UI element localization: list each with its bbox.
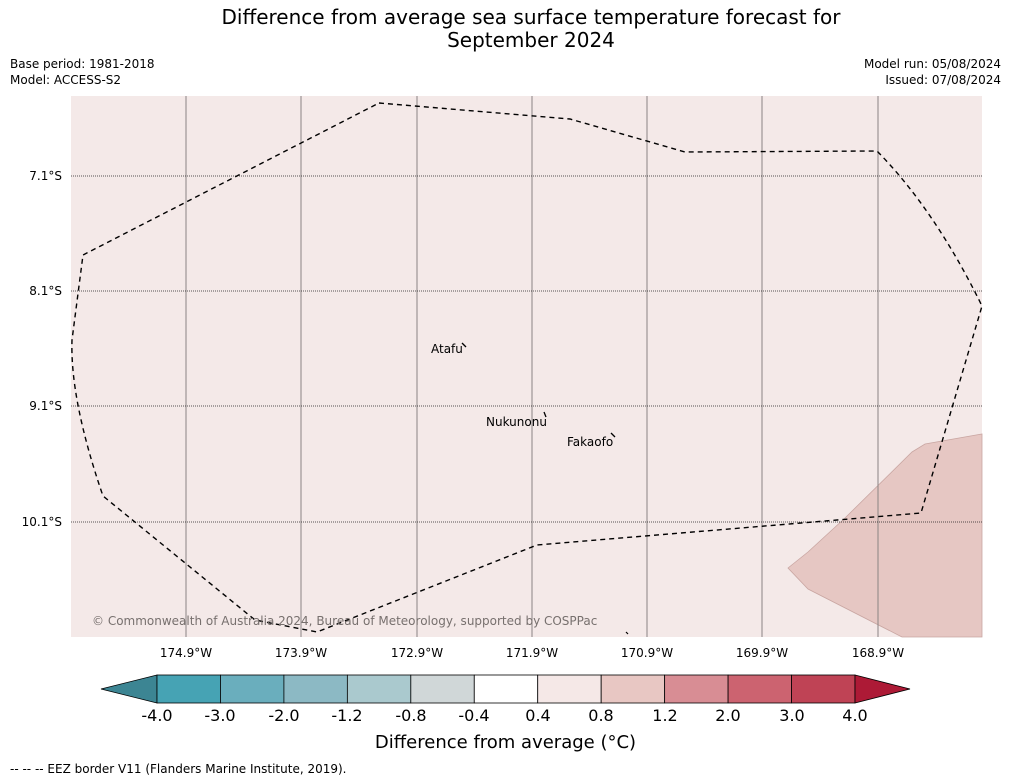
eez-footnote: -- -- -- EEZ border V11 (Flanders Marine… (10, 762, 347, 776)
colorbar-tick-label: -2.0 (268, 706, 300, 725)
nukunonu-atoll-icon (543, 411, 547, 418)
colorbar-tick-label: 0.8 (588, 706, 614, 725)
atafu-atoll-icon (461, 342, 467, 348)
copyright-notice: © Commonwealth of Australia 2024, Bureau… (92, 614, 598, 628)
colorbar-tick-label: -0.4 (458, 706, 490, 725)
latitude-label: 10.1°S (21, 515, 62, 529)
colorbar-segment (600, 674, 666, 704)
colorbar-upper-extension (854, 674, 911, 704)
islet-icon (625, 631, 629, 635)
colorbar-segment (473, 674, 539, 704)
model-run: Model run: 05/08/2024 (863, 57, 1001, 71)
colorbar-segment (537, 674, 602, 704)
colorbar-title: Difference from average (°C) (374, 732, 637, 753)
colorbar-segment (410, 674, 475, 704)
place-label-nukunonu: Nukunonu (486, 415, 547, 429)
longitude-label: 174.9°W (159, 646, 213, 660)
colorbar-segments (156, 674, 856, 704)
longitude-label: 172.9°W (390, 646, 444, 660)
latitude-label: 7.1°S (29, 169, 62, 183)
colorbar-tick-label: 1.2 (652, 706, 678, 725)
issued-date: Issued: 07/08/2024 (885, 73, 1001, 87)
longitude-label: 173.9°W (274, 646, 328, 660)
colorbar-tick-label: -1.2 (331, 706, 363, 725)
fakaofo-atoll-icon (610, 432, 616, 438)
colorbar-segment (664, 674, 729, 704)
colorbar-tick-label: 4.0 (842, 706, 868, 725)
title-line-1: Difference from average sea surface temp… (221, 5, 841, 29)
place-label-atafu: Atafu (431, 342, 463, 356)
colorbar-tick-label: -4.0 (141, 706, 173, 725)
longitude-label: 171.9°W (505, 646, 559, 660)
colorbar-segment (791, 674, 856, 704)
longitude-label: 168.9°W (851, 646, 905, 660)
meta-right: Model run: 05/08/2024 Issued: 07/08/2024 (864, 56, 1001, 88)
longitude-label: 170.9°W (620, 646, 674, 660)
colorbar-segment (283, 674, 348, 704)
base-period: Base period: 1981-2018 (10, 57, 155, 71)
colorbar-segment (727, 674, 792, 704)
chart-title: Difference from average sea surface temp… (0, 6, 1011, 52)
title-line-2: September 2024 (447, 28, 615, 52)
colorbar-tick-label: -0.8 (395, 706, 427, 725)
colorbar-lower-extension (100, 674, 158, 704)
latitude-label: 8.1°S (29, 284, 62, 298)
model-name: Model: ACCESS-S2 (10, 73, 122, 87)
latitude-label: 9.1°S (29, 399, 62, 413)
colorbar-segment (346, 674, 412, 704)
colorbar-segment (220, 674, 285, 704)
meta-left: Base period: 1981-2018 Model: ACCESS-S2 (10, 56, 155, 88)
colorbar-tick-label: -3.0 (204, 706, 236, 725)
colorbar-tick-label: 3.0 (779, 706, 805, 725)
place-label-fakaofo: Fakaofo (567, 435, 614, 449)
longitude-label: 169.9°W (735, 646, 789, 660)
colorbar-tick-label: 0.4 (525, 706, 551, 725)
meridian-lines (185, 96, 879, 637)
colorbar-segment (156, 674, 221, 704)
warm-anomaly-region (787, 433, 983, 638)
colorbar-tick-label: 2.0 (715, 706, 741, 725)
eez-border (71, 102, 983, 633)
